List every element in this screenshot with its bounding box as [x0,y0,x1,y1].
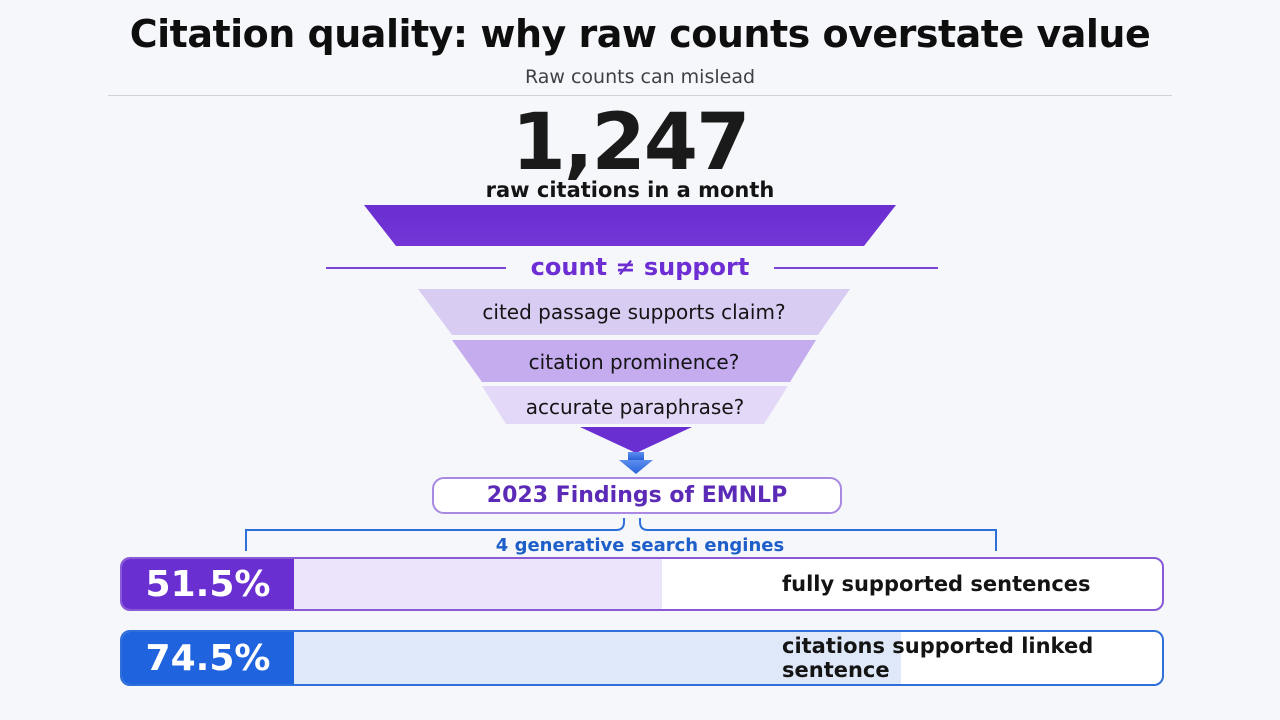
funnel-stage-3-shape [482,386,788,424]
stat-label: fully supported sentences [782,572,1091,596]
down-arrow-icon [619,452,653,474]
stat-bar-fill [294,632,901,684]
stat-value: 51.5% [122,559,294,609]
stat-bar-fill [294,559,662,609]
source-label: 2023 Findings of EMNLP [486,483,788,508]
funnel-top-band [364,205,896,246]
source-box: 2023 Findings of EMNLP [432,477,842,514]
raw-citation-label: raw citations in a month [485,178,775,202]
funnel-tip [580,427,692,453]
engines-label: 4 generative search engines [495,535,785,556]
header-divider [108,95,1172,96]
page-title: Citation quality: why raw counts oversta… [129,12,1151,56]
stat-bar-supported-citations: 74.5% citations supported linked sentenc… [120,630,1164,686]
count-not-support-label: count ≠ support [530,253,750,281]
engines-bracket [245,518,997,551]
funnel-stage-2-label: citation prominence? [528,350,740,374]
stat-value: 74.5% [122,632,294,684]
funnel-stage-1-shape [418,289,850,335]
funnel-stage-2-shape [452,340,816,382]
funnel-stage-3-label: accurate paraphrase? [525,395,745,419]
stat-label: citations supported linked sentence [782,634,1094,682]
page-subtitle: Raw counts can mislead [524,66,756,88]
raw-citation-count: 1,247 [511,98,751,188]
stat-bar-supported-sentences: 51.5% fully supported sentences [120,557,1164,611]
funnel-stage-1-label: cited passage supports claim? [482,300,786,324]
